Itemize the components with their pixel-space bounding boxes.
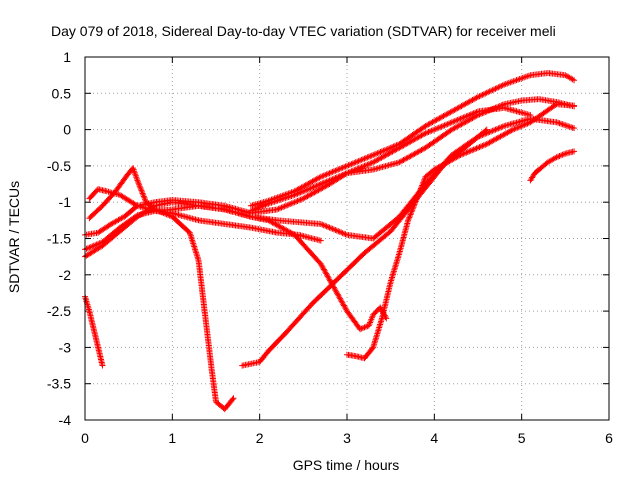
y-tick-label: -1.5 xyxy=(47,231,71,247)
series-arc-9 xyxy=(247,70,578,209)
y-tick-label: 0.5 xyxy=(52,85,72,101)
series-arc-6 xyxy=(86,186,390,333)
y-tick-label: -1 xyxy=(59,194,72,210)
y-tick-label: -3 xyxy=(59,339,72,355)
y-tick-label: -3.5 xyxy=(47,376,71,392)
y-tick-label: -2 xyxy=(59,267,72,283)
series-arc-8 xyxy=(344,101,578,362)
x-tick-label: 2 xyxy=(256,430,264,446)
x-tick-label: 4 xyxy=(430,430,438,446)
x-axis-title: GPS time / hours xyxy=(293,457,400,473)
y-tick-label: 1 xyxy=(63,49,71,65)
grid xyxy=(85,57,609,420)
series-arc-11 xyxy=(527,148,578,184)
x-tick-label: 0 xyxy=(81,430,89,446)
x-tick-label: 3 xyxy=(343,430,351,446)
data-point-markers xyxy=(247,70,578,209)
series-arc-10 xyxy=(247,96,578,214)
tick-labels: 0 1 2 3 4 5 6 1 0.5 0 -0.5 -1 -1.5 -2 -2.5 -3 -3.5 -4 xyxy=(47,49,613,446)
x-tick-label: 5 xyxy=(518,430,526,446)
data-point-markers xyxy=(247,96,578,214)
y-tick-label: 0 xyxy=(63,122,71,138)
x-tick-label: 1 xyxy=(168,430,176,446)
data-point-markers xyxy=(86,186,390,333)
data-point-markers xyxy=(344,101,578,362)
chart-title: Day 079 of 2018, Sidereal Day-to-day VTE… xyxy=(51,23,556,39)
plot-frame xyxy=(84,56,610,421)
data-point-markers xyxy=(527,148,578,184)
x-tick-label: 6 xyxy=(605,430,613,446)
y-axis-title: SDTVAR / TECUs xyxy=(6,181,22,293)
y-tick-label: -0.5 xyxy=(47,158,71,174)
y-tick-label: -2.5 xyxy=(47,303,71,319)
y-tick-label: -4 xyxy=(59,412,72,428)
